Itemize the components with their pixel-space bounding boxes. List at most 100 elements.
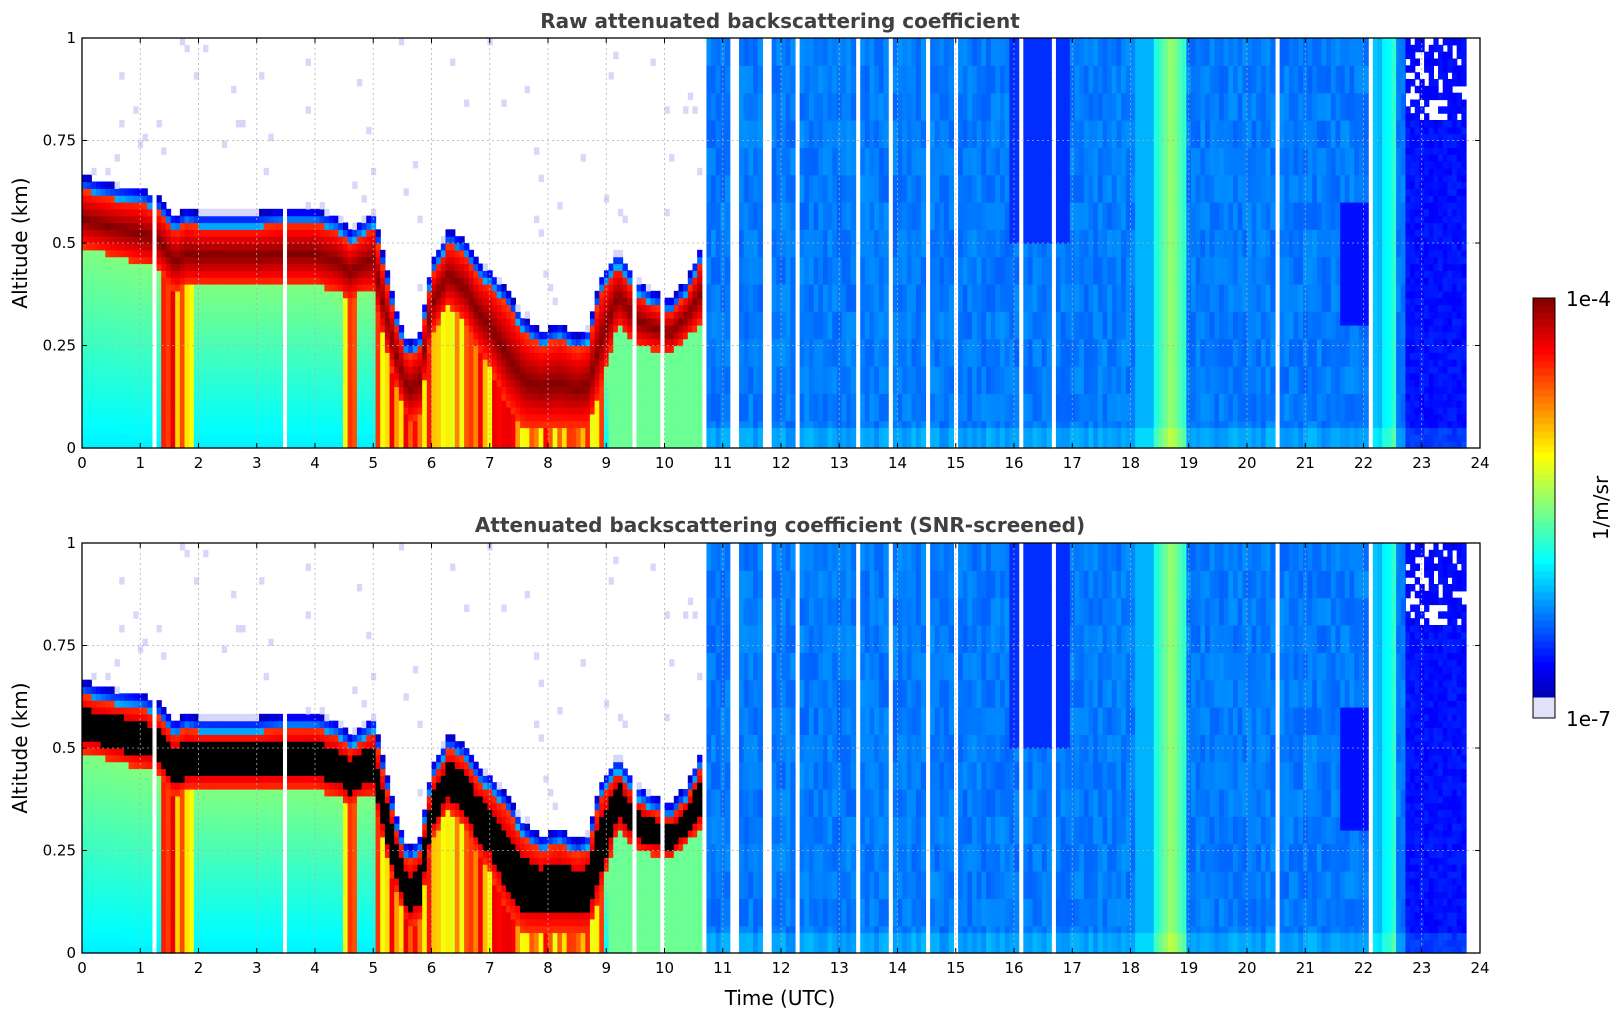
heatmap-cell (212, 338, 218, 347)
heatmap-cell (315, 277, 321, 285)
heatmap-cell (403, 427, 409, 435)
heatmap-cell (706, 181, 712, 189)
heatmap-cell (370, 413, 377, 422)
heatmap-cell (482, 372, 489, 381)
heatmap-cell (226, 400, 232, 408)
heatmap-cell (212, 243, 218, 251)
heatmap-cell (95, 338, 102, 347)
heatmap-cell (725, 58, 731, 66)
heatmap-cell (217, 236, 223, 244)
heatmap-cell (813, 85, 819, 94)
heatmap-cell (725, 72, 731, 80)
heatmap-cell (221, 352, 228, 360)
heatmap-cell (254, 352, 260, 360)
heatmap-cell (82, 284, 88, 292)
heatmap-cell (608, 290, 614, 299)
heatmap-cell (683, 441, 689, 449)
heatmap-cell (627, 311, 633, 319)
heatmap-cell (142, 331, 148, 340)
heatmap-cell (389, 379, 395, 388)
heatmap-cell (687, 331, 694, 340)
heatmap-cell (655, 393, 661, 401)
heatmap-cell (86, 208, 92, 217)
heatmap-cell (622, 297, 628, 306)
heatmap-cell (482, 434, 489, 442)
heatmap-cell (156, 420, 162, 429)
heatmap-cell (268, 277, 274, 285)
heatmap-cell (548, 352, 554, 360)
heatmap-cell (305, 352, 311, 360)
heatmap-cell (753, 338, 759, 347)
heatmap-cell (310, 325, 316, 333)
heatmap-cell (128, 434, 134, 442)
heatmap-cell (356, 236, 363, 244)
heatmap-cell (711, 140, 717, 148)
heatmap-cell (245, 284, 251, 292)
heatmap-cell (245, 441, 251, 449)
heatmap-cell (249, 243, 256, 251)
heatmap-cell (221, 290, 228, 299)
heatmap-cell (319, 318, 325, 326)
heatmap-cell (287, 263, 293, 271)
heatmap-cell (757, 181, 763, 189)
heatmap-cell (678, 318, 684, 326)
heatmap-cell (561, 407, 568, 415)
heatmap-cell (375, 372, 381, 381)
heatmap-cell (179, 270, 186, 278)
heatmap-cell (263, 434, 269, 442)
heatmap-cell (459, 297, 465, 306)
heatmap-cell (114, 208, 120, 217)
heatmap-cell (739, 85, 745, 94)
heatmap-cell (464, 359, 470, 367)
heatmap-cell (720, 181, 726, 189)
heatmap-cell (804, 400, 810, 408)
heatmap-cell (594, 345, 600, 353)
heatmap-cell (711, 65, 717, 73)
heatmap-cell (753, 161, 759, 169)
heatmap-cell (352, 284, 358, 292)
heatmap-cell (515, 318, 521, 326)
heatmap-cell (501, 413, 507, 422)
heatmap-cell (380, 338, 386, 347)
heatmap-cell (785, 140, 791, 148)
heatmap-cell (575, 386, 582, 394)
heatmap-cell (147, 400, 153, 408)
heatmap-cell (711, 181, 717, 189)
heatmap-cell (161, 338, 167, 347)
heatmap-cell (352, 366, 358, 374)
heatmap-cell (109, 311, 116, 319)
heatmap-cell (566, 331, 572, 340)
heatmap-cell (231, 290, 237, 299)
heatmap-cell (617, 441, 624, 449)
heatmap-cell (454, 400, 461, 408)
heatmap-cell (217, 331, 223, 340)
heatmap-cell (221, 427, 228, 435)
heatmap-cell (650, 434, 656, 442)
heatmap-cell (277, 393, 283, 401)
heatmap-cell (781, 304, 787, 312)
heatmap-cell (711, 99, 717, 107)
heatmap-cell (706, 44, 712, 53)
heatmap-cell (487, 393, 493, 401)
heatmap-cell (221, 331, 228, 340)
heatmap-cell (473, 338, 479, 347)
heatmap-cell (739, 413, 745, 422)
heatmap-cell (548, 338, 554, 347)
heatmap-cell (776, 38, 782, 46)
heatmap-cell (100, 188, 106, 196)
heatmap-cell (594, 304, 600, 312)
heatmap-cell (370, 263, 377, 271)
heatmap-cell (161, 256, 167, 265)
heatmap-cell (594, 379, 600, 388)
heatmap-cell (711, 379, 717, 388)
heatmap-cell (95, 434, 102, 442)
heatmap-cell (496, 338, 502, 347)
heatmap-cell (748, 174, 754, 183)
heatmap-cell (757, 99, 763, 107)
heatmap-cell (748, 318, 754, 326)
heatmap-cell (436, 297, 442, 306)
heatmap-cell (315, 427, 321, 435)
heatmap-cell (808, 202, 815, 210)
heatmap-cell (105, 229, 111, 237)
heatmap-cell (95, 400, 102, 408)
